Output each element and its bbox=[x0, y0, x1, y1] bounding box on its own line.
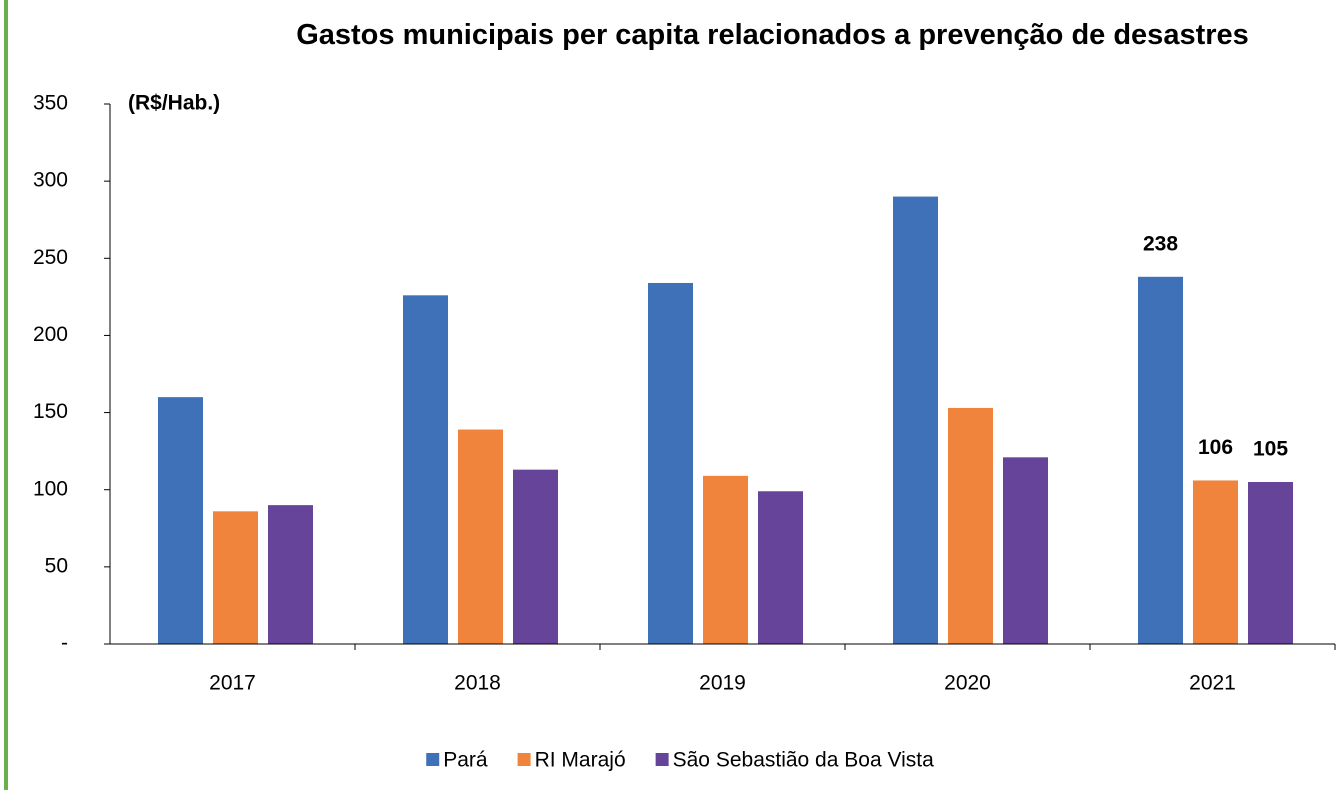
side-border bbox=[4, 0, 8, 790]
y-tick-label: 100 bbox=[33, 477, 68, 500]
y-tick-label: 50 bbox=[45, 554, 68, 577]
bar bbox=[1003, 457, 1048, 644]
y-tick-label: 350 bbox=[33, 92, 68, 115]
y-axis-label: (R$/Hab.) bbox=[128, 92, 220, 115]
legend-label: São Sebastião da Boa Vista bbox=[673, 749, 934, 772]
bar bbox=[893, 196, 938, 645]
bar bbox=[648, 282, 693, 644]
bar bbox=[268, 505, 313, 644]
bar bbox=[1248, 482, 1293, 644]
bar bbox=[1193, 480, 1238, 644]
y-tick-label: 200 bbox=[33, 323, 68, 346]
x-tick-label: 2019 bbox=[699, 672, 746, 695]
legend-swatch bbox=[655, 753, 669, 766]
legend-label: Pará bbox=[443, 749, 488, 772]
bar bbox=[948, 407, 993, 644]
legend-label: RI Marajó bbox=[535, 749, 626, 772]
bar bbox=[1138, 276, 1183, 644]
data-label: 106 bbox=[1198, 436, 1233, 459]
bar bbox=[758, 491, 803, 644]
bar bbox=[458, 429, 503, 644]
chart-title: Gastos municipais per capita relacionado… bbox=[296, 19, 1249, 51]
bar bbox=[703, 475, 748, 644]
data-label: 238 bbox=[1143, 232, 1178, 255]
legend-swatch bbox=[517, 753, 531, 766]
x-tick-label: 2018 bbox=[454, 672, 501, 695]
x-tick-label: 2021 bbox=[1189, 672, 1236, 695]
y-tick-label: - bbox=[61, 632, 68, 655]
y-tick-label: 250 bbox=[33, 246, 68, 269]
x-tick-label: 2017 bbox=[209, 672, 256, 695]
y-tick-label: 150 bbox=[33, 400, 68, 423]
y-tick-label: 300 bbox=[33, 169, 68, 192]
x-tick-label: 2020 bbox=[944, 672, 991, 695]
legend-swatch bbox=[426, 753, 440, 766]
bar bbox=[513, 469, 558, 644]
bar bbox=[158, 397, 203, 644]
bar bbox=[213, 511, 258, 644]
data-label: 105 bbox=[1253, 438, 1288, 461]
bar bbox=[403, 295, 448, 644]
